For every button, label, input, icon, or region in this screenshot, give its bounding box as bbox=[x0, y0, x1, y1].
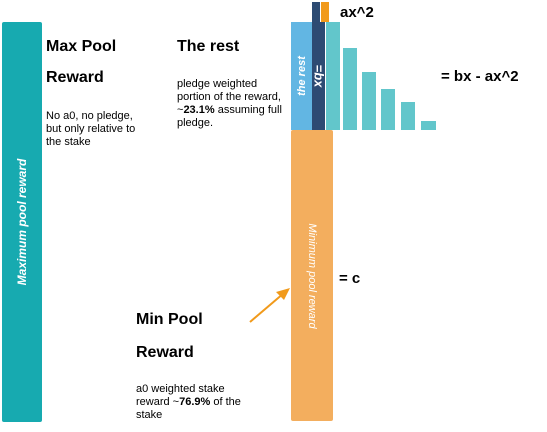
step-bar-1 bbox=[326, 22, 340, 130]
step-bar-3 bbox=[362, 72, 376, 130]
max-pool-title-line2: Reward bbox=[46, 69, 104, 86]
step-bar-5 bbox=[401, 102, 415, 130]
the-rest-title: The rest bbox=[177, 38, 240, 55]
ax2-equation: ax^2 bbox=[340, 4, 374, 21]
step-bar-4 bbox=[381, 89, 395, 130]
the-rest-bar: the rest bbox=[291, 22, 312, 130]
min-pool-description: a0 weighted stake reward ~76.9% of the s… bbox=[136, 383, 241, 421]
bx-minus-ax2-equation: = bx - ax^2 bbox=[441, 68, 519, 85]
the-rest-bar-label: the rest bbox=[295, 56, 308, 96]
bx-bar-label: =bx bbox=[311, 64, 326, 88]
max-pool-title-line1: Max Pool bbox=[46, 38, 117, 55]
the-rest-percentage: 23.1% bbox=[183, 104, 215, 116]
max-pool-description: No a0, no pledge, but only relative to t… bbox=[46, 110, 136, 148]
min-pool-title-line2: Reward bbox=[136, 344, 194, 361]
ax2-orange-segment bbox=[321, 2, 329, 22]
minimum-pool-reward-label: Minimum pool reward bbox=[306, 222, 318, 329]
the-rest-description: pledge weighted portion of the reward, ~… bbox=[177, 78, 282, 129]
maximum-pool-reward-bar: Maximum pool reward bbox=[2, 22, 42, 422]
c-equation: = c bbox=[339, 270, 361, 287]
maximum-pool-reward-label: Maximum pool reward bbox=[15, 158, 29, 286]
bx-bar: =bx bbox=[311, 22, 326, 130]
arrow-icon bbox=[249, 288, 290, 323]
minimum-pool-reward-bar: Minimum pool reward bbox=[291, 130, 333, 421]
step-bar-2 bbox=[343, 48, 357, 130]
ax2-dark-segment bbox=[312, 2, 320, 22]
min-pool-title-line1: Min Pool bbox=[136, 311, 203, 328]
min-pool-percentage: 76.9% bbox=[179, 396, 211, 408]
step-bar-6 bbox=[421, 121, 436, 130]
